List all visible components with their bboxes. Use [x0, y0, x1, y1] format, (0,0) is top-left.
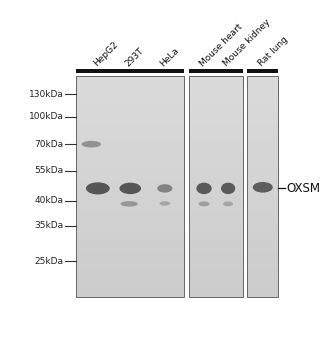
Text: HeLa: HeLa: [158, 46, 181, 68]
Text: OXSM: OXSM: [286, 182, 320, 195]
Ellipse shape: [120, 183, 141, 194]
Ellipse shape: [223, 202, 233, 206]
Ellipse shape: [221, 183, 235, 194]
Text: Rat lung: Rat lung: [256, 35, 290, 68]
Text: 100kDa: 100kDa: [29, 112, 63, 121]
Text: 40kDa: 40kDa: [35, 196, 63, 205]
Text: 293T: 293T: [124, 46, 146, 68]
Ellipse shape: [199, 202, 209, 206]
Bar: [189, 76, 243, 297]
Bar: [189, 70, 243, 73]
Ellipse shape: [253, 182, 273, 192]
Bar: [76, 70, 184, 73]
Text: 35kDa: 35kDa: [34, 222, 63, 230]
Text: HepG2: HepG2: [92, 40, 120, 68]
Bar: [76, 76, 184, 297]
Ellipse shape: [157, 184, 172, 192]
Text: 70kDa: 70kDa: [34, 140, 63, 149]
Ellipse shape: [196, 183, 212, 194]
Text: 130kDa: 130kDa: [29, 90, 63, 99]
Bar: [247, 70, 278, 73]
Text: 25kDa: 25kDa: [35, 257, 63, 266]
Ellipse shape: [121, 201, 138, 206]
Bar: [247, 76, 278, 297]
Text: Mouse heart: Mouse heart: [198, 22, 244, 68]
Ellipse shape: [86, 182, 110, 195]
Text: 55kDa: 55kDa: [34, 166, 63, 175]
Ellipse shape: [159, 201, 170, 206]
Text: Mouse kidney: Mouse kidney: [222, 18, 272, 68]
Ellipse shape: [82, 141, 101, 147]
